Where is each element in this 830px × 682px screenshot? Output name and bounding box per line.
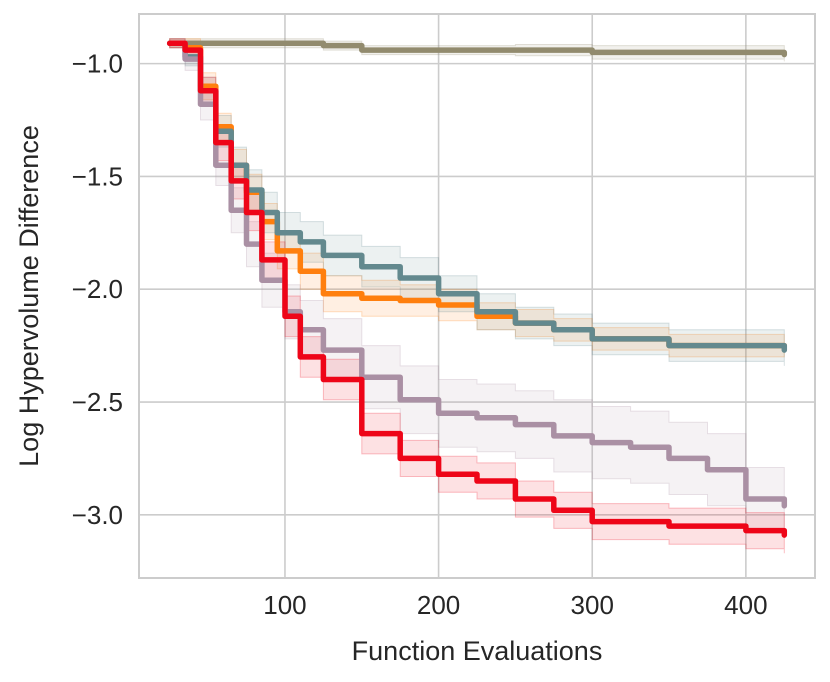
- tick-labels: 100 200 300 400 −1.0 −1.5 −2.0 −2.5 −3.0: [72, 49, 768, 620]
- x-axis-label: Function Evaluations: [352, 636, 603, 666]
- y-tick-label: −2.0: [72, 274, 123, 304]
- y-tick-label: −2.5: [72, 387, 123, 417]
- x-tick-label: 100: [263, 590, 306, 620]
- grid-layer: [139, 14, 815, 578]
- y-tick-label: −1.5: [72, 161, 123, 191]
- series-red-line: [166, 40, 788, 538]
- y-tick-label: −3.0: [72, 500, 123, 530]
- plot-frame: [138, 13, 816, 579]
- series-khaki-line: [166, 40, 788, 58]
- x-tick-label: 300: [571, 590, 614, 620]
- x-tick-label: 400: [724, 590, 767, 620]
- series-lines: [166, 40, 788, 538]
- y-axis-label: Log Hypervolume Difference: [14, 125, 44, 467]
- y-tick-label: −1.0: [72, 49, 123, 79]
- x-tick-label: 200: [417, 590, 460, 620]
